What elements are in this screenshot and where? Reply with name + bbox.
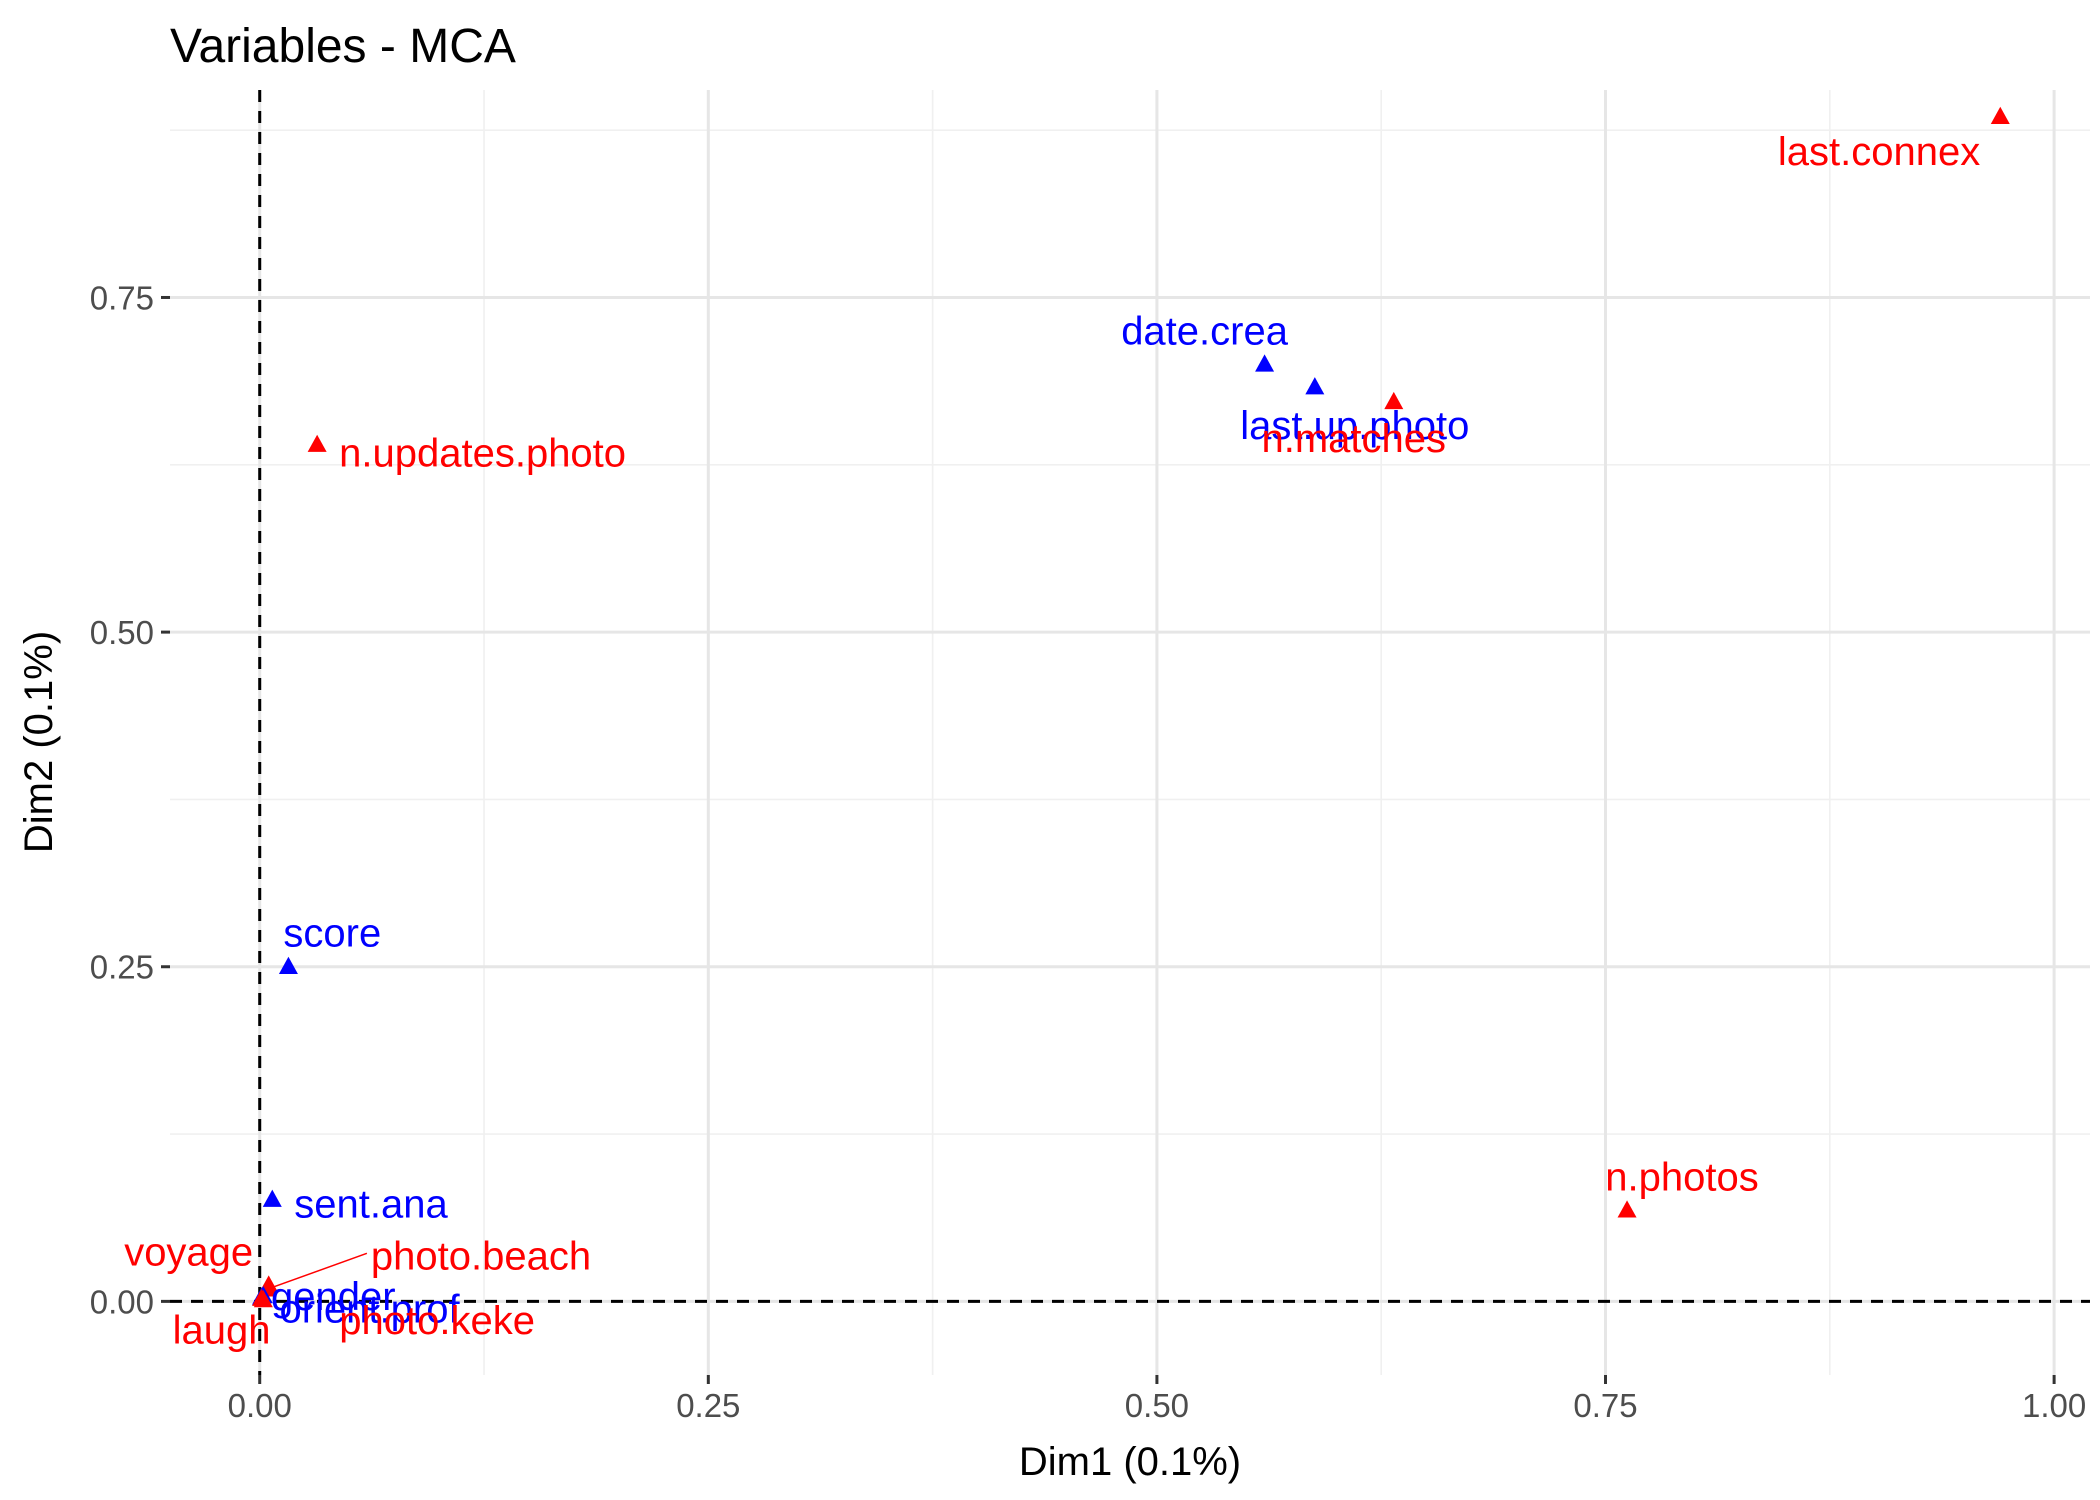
point-label: last.connex bbox=[1778, 130, 1980, 174]
point-label: orient.prof bbox=[279, 1287, 460, 1331]
x-tick-label: 0.00 bbox=[228, 1387, 292, 1424]
point-label: photo.keke bbox=[339, 1299, 535, 1343]
grid bbox=[170, 90, 2090, 1375]
point-label: n.updates.photo bbox=[339, 432, 626, 476]
x-axis-title: Dim1 (0.1%) bbox=[1019, 1440, 1241, 1484]
axis-ticks: 0.00 0.25 0.50 0.75 1.00 0.00 0.25 0.50 0.75 bbox=[90, 279, 2086, 1424]
point-label: voyage bbox=[124, 1230, 253, 1274]
x-tick-label: 0.25 bbox=[676, 1387, 740, 1424]
point-label: n.matches bbox=[1262, 417, 1447, 461]
y-tick-label: 0.25 bbox=[90, 949, 154, 986]
point-marker bbox=[1305, 377, 1325, 395]
point-marker bbox=[1255, 354, 1275, 372]
point-marker bbox=[278, 956, 298, 974]
y-tick-label: 0.00 bbox=[90, 1283, 154, 1320]
point-marker bbox=[1990, 106, 2010, 124]
reference-lines bbox=[170, 90, 2090, 1375]
point-marker bbox=[1617, 1200, 1637, 1218]
point-labels: last.connex date.crea last.up.photon.match… bbox=[124, 130, 1980, 1353]
x-tick-label: 0.50 bbox=[1125, 1387, 1189, 1424]
label-connectors bbox=[266, 1252, 368, 1291]
point-marker bbox=[253, 1290, 273, 1308]
point-marker bbox=[307, 434, 327, 452]
point-label: n.photos bbox=[1605, 1155, 1758, 1199]
point-label: photo.beach bbox=[371, 1234, 591, 1278]
label-connector bbox=[266, 1252, 368, 1291]
point-label: last.up.photo bbox=[1240, 404, 1469, 448]
y-tick-label: 0.75 bbox=[90, 279, 154, 316]
chart-title: Variables - MCA bbox=[170, 20, 516, 73]
x-tick-label: 0.75 bbox=[1573, 1387, 1637, 1424]
point-label: sent.ana bbox=[294, 1183, 448, 1227]
point-label: laugh bbox=[173, 1309, 271, 1353]
point-marker bbox=[262, 1189, 282, 1207]
data-points bbox=[252, 106, 2010, 1308]
y-axis-title: Dim2 (0.1%) bbox=[17, 631, 61, 853]
point-label: gender bbox=[271, 1275, 396, 1319]
point-label: date.crea bbox=[1121, 309, 1289, 353]
point-label: score bbox=[283, 912, 381, 956]
y-tick-label: 0.50 bbox=[90, 614, 154, 651]
point-marker bbox=[1384, 391, 1404, 410]
x-tick-label: 1.00 bbox=[2022, 1387, 2086, 1424]
